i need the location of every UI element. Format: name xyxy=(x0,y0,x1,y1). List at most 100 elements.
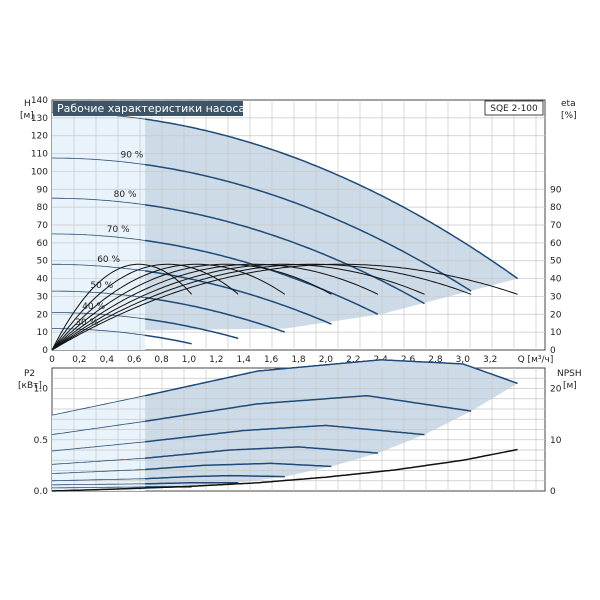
efficiency-curves xyxy=(51,263,518,351)
title-box xyxy=(53,101,243,116)
head-curve-low-flow xyxy=(52,290,146,298)
head-curve xyxy=(144,118,519,280)
power-curve-low-flow xyxy=(52,486,146,489)
flow-tick-label: 1,4 xyxy=(237,355,252,365)
power-curves xyxy=(51,359,518,492)
speed-label: 40 % xyxy=(82,302,105,312)
head-curves xyxy=(52,112,519,345)
eta-axis-unit: [%] xyxy=(561,111,577,121)
flow-tick-label: 0,6 xyxy=(127,355,142,365)
power-operating-zone xyxy=(145,359,518,489)
power-curve-low-flow xyxy=(51,395,146,416)
flow-tick-label: 1,6 xyxy=(264,355,279,365)
flow-tick-label: 0,8 xyxy=(154,355,169,365)
npsh-tick-label: 0 xyxy=(550,487,556,497)
efficiency-curve xyxy=(51,263,518,351)
npsh-curve xyxy=(51,448,518,492)
head-curve xyxy=(144,296,286,333)
head-tick-label: 50 xyxy=(37,257,49,267)
head-tick-label: 60 xyxy=(37,239,49,249)
flow-tick-label: 2,0 xyxy=(319,355,334,365)
head-curve xyxy=(144,204,425,305)
eta-tick-label: 80 xyxy=(550,203,562,213)
power-curve xyxy=(144,359,518,397)
flow-tick-label: 2,2 xyxy=(346,355,360,365)
flow-tick-label: 1,8 xyxy=(291,355,306,365)
head-tick-label: 90 xyxy=(37,185,49,195)
flow-tick-label: 0,2 xyxy=(72,355,86,365)
flow-tick-label: 3,0 xyxy=(456,355,471,365)
flow-tick-label: 2,8 xyxy=(428,355,443,365)
power-axis-ticks: 0.0 0.5 1.0 0 10 20 xyxy=(34,385,562,498)
head-efficiency-panel: 100 %90 %80 %70 %60 %50 %40 %30 % 010203… xyxy=(20,96,577,365)
efficiency-curve xyxy=(51,263,379,351)
power-tick-label: 0.0 xyxy=(34,487,49,497)
power-curve-low-flow xyxy=(51,457,146,465)
eta-tick-label: 40 xyxy=(550,275,562,285)
model-box xyxy=(484,100,544,116)
speed-label: 70 % xyxy=(107,225,130,235)
power-axis-label: P2 xyxy=(24,369,35,379)
head-tick-label: 40 xyxy=(37,275,49,285)
eta-tick-label: 30 xyxy=(550,292,562,302)
power-curve-low-flow xyxy=(51,469,146,474)
head-curve-low-flow xyxy=(52,197,146,206)
eta-tick-label: 70 xyxy=(550,221,562,231)
model-name: SQE 2-100 xyxy=(490,104,538,114)
chart-title: Рабочие характеристики насоса xyxy=(57,102,245,115)
eta-axis-label: eta xyxy=(561,99,576,109)
head-curve xyxy=(144,318,239,340)
flow-tick-label: 1,2 xyxy=(209,355,223,365)
efficiency-curve xyxy=(51,263,286,351)
speed-label: 80 % xyxy=(114,190,137,200)
head-tick-label: 0 xyxy=(42,346,48,356)
speed-label: 90 % xyxy=(120,151,143,161)
power-curve xyxy=(145,462,332,471)
power-curve xyxy=(144,394,472,423)
head-tick-label: 100 xyxy=(31,167,48,177)
efficiency-curve xyxy=(51,263,193,351)
speed-label: 50 % xyxy=(90,281,113,291)
power-curve xyxy=(145,474,285,480)
power-curve-low-flow xyxy=(51,483,146,486)
flow-tick-label: 0 xyxy=(49,355,55,365)
head-tick-label: 120 xyxy=(31,132,48,142)
power-npsh-panel: 0.0 0.5 1.0 0 10 20 P2 [кВт] NPSH [м] xyxy=(18,359,582,498)
flow-axis-label: Q [м³/ч] xyxy=(518,355,554,365)
head-tick-label: 20 xyxy=(37,310,49,320)
eta-tick-label: 60 xyxy=(550,239,562,249)
power-tick-label: 0.5 xyxy=(34,436,48,446)
power-grid xyxy=(52,368,545,491)
head-tick-label: 10 xyxy=(37,328,49,338)
eta-tick-label: 0 xyxy=(550,346,556,356)
efficiency-curve xyxy=(51,263,239,351)
efficiency-curve xyxy=(51,263,425,351)
npsh-axis-label: NPSH xyxy=(557,369,582,379)
power-tick-label: 1.0 xyxy=(34,385,49,395)
eta-tick-label: 50 xyxy=(550,257,562,267)
eta-tick-label: 20 xyxy=(550,310,562,320)
npsh-tick-label: 20 xyxy=(550,385,562,395)
head-tick-label: 130 xyxy=(31,114,48,124)
flow-tick-label: 2,6 xyxy=(401,355,416,365)
head-curve-low-flow xyxy=(52,233,146,241)
head-axis-ticks: 0 10 20 30 40 50 60 70 80 90 100 110 120 130 140 0 10 20 3… xyxy=(31,96,562,365)
head-grid xyxy=(52,100,545,350)
power-curve xyxy=(145,482,239,485)
eta-tick-label: 90 xyxy=(550,185,562,195)
speed-label: 60 % xyxy=(97,255,120,265)
head-tick-label: 80 xyxy=(37,203,49,213)
power-axis-unit: [кВт] xyxy=(18,381,42,391)
head-curve-low-flow xyxy=(52,312,146,320)
head-curve-low-flow xyxy=(52,263,146,272)
power-curve xyxy=(145,446,378,459)
flow-tick-label: 0,4 xyxy=(100,355,115,365)
flow-tick-label: 1,0 xyxy=(182,355,197,365)
head-curve xyxy=(144,334,192,345)
npsh-axis-unit: [м] xyxy=(563,381,577,391)
head-curve-low-flow xyxy=(52,157,146,165)
power-curve-low-flow xyxy=(51,478,146,482)
power-curve-low-flow xyxy=(51,441,146,452)
eta-tick-label: 10 xyxy=(550,328,562,338)
